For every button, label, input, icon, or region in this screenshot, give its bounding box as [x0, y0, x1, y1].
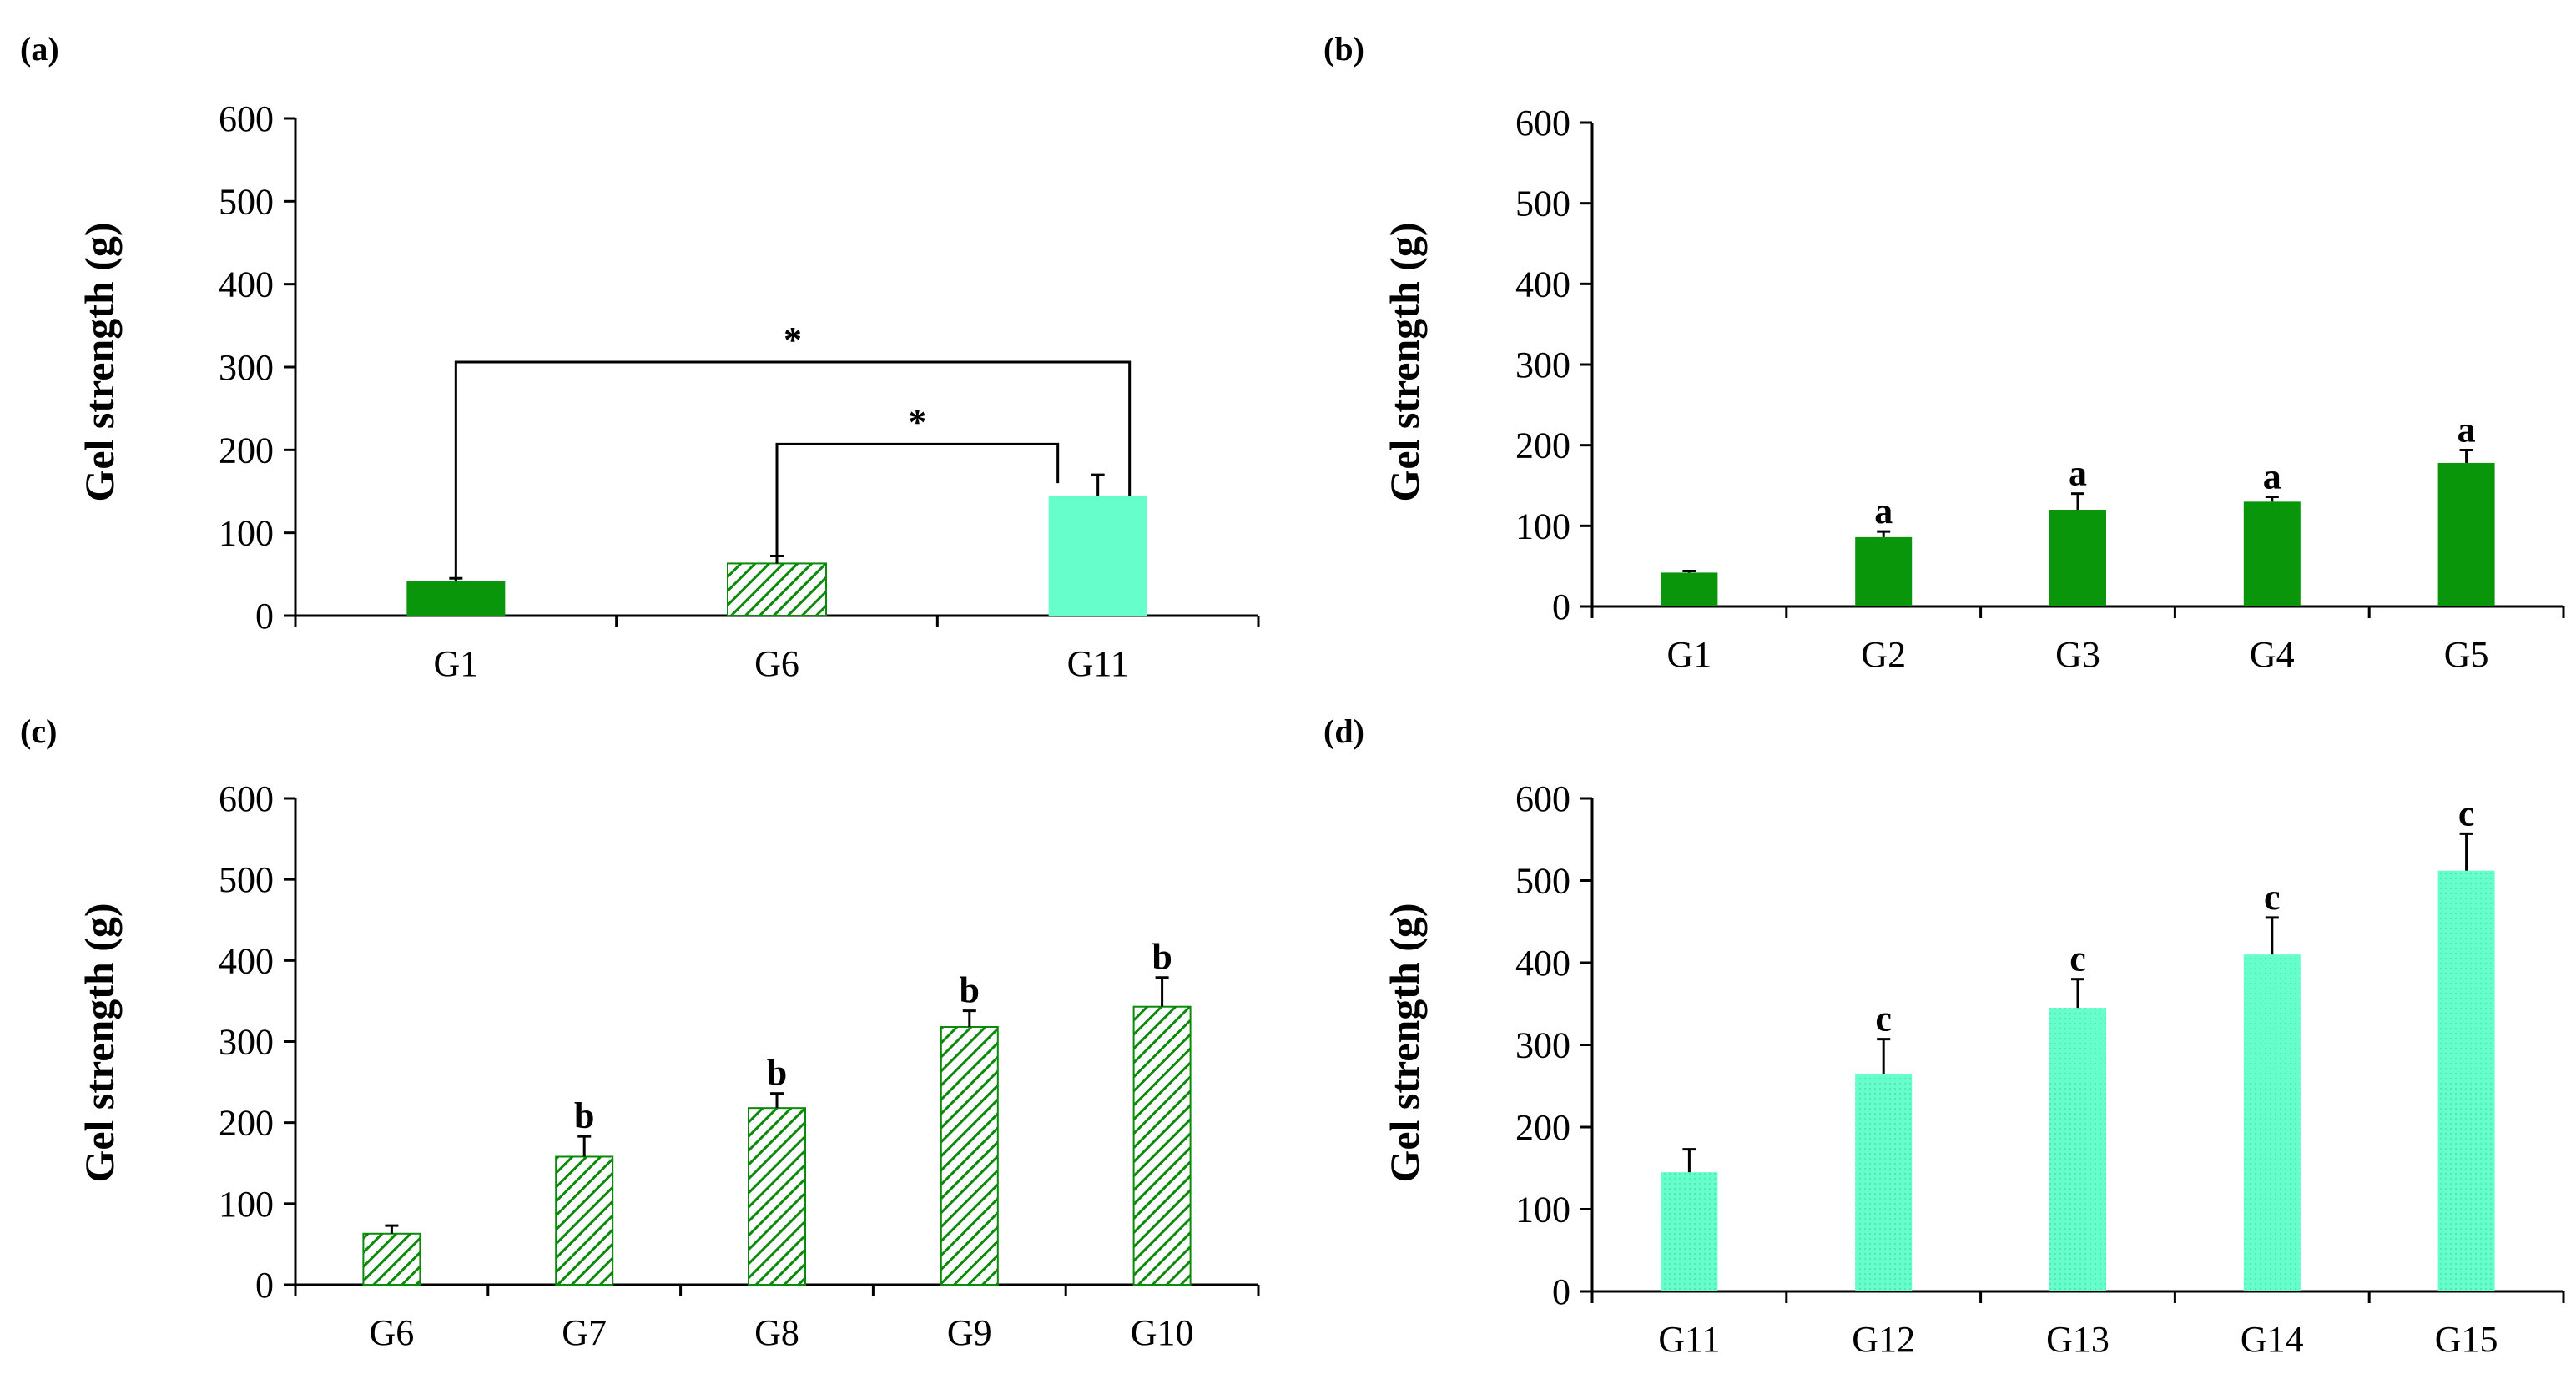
- y-tick-label: 200: [1515, 1107, 1570, 1148]
- y-axis-label-b: Gel strength (g): [1381, 222, 1428, 501]
- chart-plot-d: 0 100 200 300 400 500 600 G11 c G12 c G13 c G14 c G15: [1515, 778, 2565, 1360]
- bracket-star-label: *: [908, 401, 926, 442]
- x-tick-label-G10: G10: [1131, 1312, 1194, 1353]
- y-tick-label: 600: [219, 778, 274, 819]
- y-tick-label: 600: [219, 98, 274, 139]
- chart-plot-b: 0 100 200 300 400 500 600 G1 a G2 a G3 a G4 a G5: [1515, 103, 2565, 675]
- x-tick-label-G3: G3: [2055, 634, 2100, 675]
- sig-label-G14: c: [2264, 877, 2281, 918]
- bar-G4: [2243, 501, 2301, 606]
- sig-label-G8: b: [767, 1053, 787, 1094]
- sig-label-G3: a: [2069, 453, 2087, 494]
- x-tick-label-G9: G9: [947, 1312, 992, 1353]
- sig-label-G4: a: [2263, 456, 2281, 497]
- panel-label-a: (a): [20, 30, 59, 68]
- y-tick-label: 600: [1515, 103, 1570, 143]
- y-tick-label: 400: [1515, 943, 1570, 984]
- y-tick-label: 300: [1515, 1025, 1570, 1066]
- x-tick-label-G6: G6: [754, 643, 799, 684]
- panel-label-c: (c): [20, 712, 57, 750]
- sig-label-G10: b: [1152, 937, 1172, 978]
- bar-G6: [362, 1232, 421, 1286]
- y-tick-label: 500: [1515, 184, 1570, 224]
- x-tick-label-G7: G7: [562, 1312, 607, 1353]
- significance-bracket: [775, 442, 1060, 564]
- x-tick-label-G2: G2: [1861, 634, 1906, 675]
- bar-G2: [1855, 536, 1913, 606]
- bar-G8: [748, 1107, 806, 1286]
- sig-label-G13: c: [2069, 939, 2086, 979]
- y-tick-label: 400: [219, 940, 274, 981]
- x-tick-label-G4: G4: [2250, 634, 2295, 675]
- y-tick-label: 300: [219, 347, 274, 388]
- y-axis-label-d: Gel strength (g): [1381, 903, 1428, 1182]
- y-tick-label: 200: [1515, 425, 1570, 466]
- x-tick-label-G14: G14: [2241, 1319, 2304, 1360]
- bar-G15: [2437, 870, 2495, 1291]
- y-tick-label: 500: [219, 859, 274, 900]
- x-tick-label-G8: G8: [754, 1312, 799, 1353]
- bracket-star-label: *: [784, 320, 802, 360]
- significance-bracket: [454, 360, 1132, 581]
- bar-G5: [2437, 462, 2495, 606]
- y-tick-label: 400: [1515, 264, 1570, 304]
- panel-d: (d) Gel strength (g) 0 100 200 300 400 500 600…: [1323, 712, 2565, 1360]
- bar-G6: [727, 562, 827, 616]
- bar-G13: [2049, 1008, 2106, 1291]
- bar-G14: [2243, 954, 2301, 1291]
- bar-G11: [1661, 1172, 1718, 1291]
- y-tick-label: 600: [1515, 778, 1570, 819]
- y-tick-label: 200: [219, 430, 274, 471]
- bar-G10: [1132, 1005, 1192, 1286]
- chart-plot-a: 0 100 200 300 400 500 600 G1 G6 G11 * *: [219, 98, 1260, 684]
- x-tick-label-G6: G6: [370, 1312, 415, 1353]
- bar-G9: [940, 1026, 999, 1286]
- sig-label-G5: a: [2458, 409, 2476, 450]
- y-tick-label: 100: [219, 1184, 274, 1225]
- panel-a: (a) Gel strength (g) 0 100 200 300 400 500 600…: [20, 30, 1260, 684]
- panel-b: (b) Gel strength (g) 0 100 200 300 400 500 600…: [1323, 30, 2565, 675]
- y-tick-label: 500: [219, 181, 274, 222]
- x-tick-label-G11: G11: [1067, 643, 1129, 684]
- sig-label-G9: b: [960, 970, 980, 1011]
- sig-label-G2: a: [1874, 491, 1893, 531]
- y-tick-label: 0: [1552, 586, 1570, 627]
- panel-label-b: (b): [1323, 30, 1364, 68]
- sig-label-G7: b: [574, 1095, 594, 1136]
- y-axis-label-a: Gel strength (g): [76, 222, 123, 501]
- x-tick-label-G15: G15: [2435, 1319, 2498, 1360]
- x-tick-label-G1: G1: [433, 643, 478, 684]
- y-tick-label: 100: [1515, 1190, 1570, 1230]
- y-tick-label: 100: [1515, 506, 1570, 546]
- y-tick-label: 200: [219, 1103, 274, 1144]
- y-axis-label-c: Gel strength (g): [76, 903, 123, 1182]
- y-tick-label: 100: [219, 513, 274, 554]
- y-tick-label: 300: [219, 1022, 274, 1063]
- x-tick-label-G13: G13: [2046, 1319, 2110, 1360]
- sig-label-G15: c: [2458, 793, 2475, 833]
- x-tick-label-G12: G12: [1852, 1319, 1915, 1360]
- bar-G1: [406, 581, 506, 616]
- x-tick-label-G1: G1: [1667, 634, 1712, 675]
- y-tick-label: 0: [1552, 1271, 1570, 1312]
- y-tick-label: 0: [255, 596, 274, 637]
- x-tick-label-G5: G5: [2444, 634, 2489, 675]
- bar-G12: [1855, 1073, 1913, 1291]
- y-tick-label: 500: [1515, 861, 1570, 902]
- bar-G11: [1048, 495, 1147, 616]
- panel-c: (c) Gel strength (g) 0 100 200 300 400 500 600…: [20, 712, 1260, 1353]
- y-tick-label: 0: [255, 1265, 274, 1306]
- y-tick-label: 300: [1515, 345, 1570, 385]
- panel-label-d: (d): [1323, 712, 1364, 750]
- sig-label-G12: c: [1875, 999, 1892, 1039]
- x-tick-label-G11: G11: [1658, 1319, 1720, 1360]
- bar-G3: [2049, 510, 2106, 606]
- bar-G7: [555, 1155, 614, 1286]
- chart-plot-c: 0 100 200 300 400 500 600 G6 b G7 b G8 b G9 b G10: [219, 778, 1260, 1353]
- y-tick-label: 400: [219, 264, 274, 305]
- bar-G1: [1661, 572, 1718, 606]
